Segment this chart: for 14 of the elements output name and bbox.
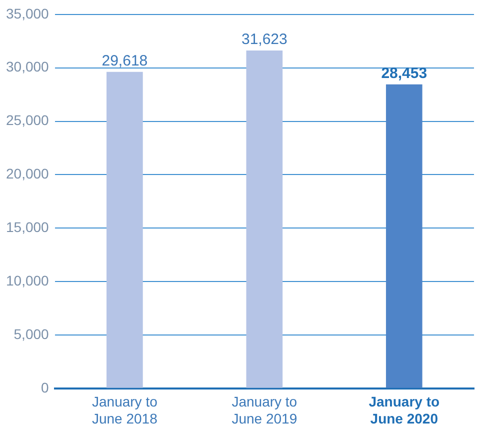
x-tick-label: January to June 2020 [368, 394, 440, 426]
data-label: 28,453 [381, 65, 428, 82]
y-tick-label: 0 [41, 379, 50, 396]
y-tick-label: 35,000 [6, 5, 50, 22]
y-tick-label: 30,000 [6, 58, 50, 75]
x-tick-label: January to June 2019 [232, 394, 298, 426]
y-tick-label: 25,000 [6, 112, 50, 128]
y-tick-label: 10,000 [6, 272, 50, 288]
y-tick-label: 20,000 [6, 166, 50, 182]
data-label: 29,618 [102, 52, 148, 70]
y-tick-label: 15,000 [6, 218, 50, 235]
y-tick-label: 5,000 [14, 326, 50, 342]
data-label: 31,623 [241, 31, 288, 48]
x-tick-label: January to June 2018 [92, 394, 158, 426]
